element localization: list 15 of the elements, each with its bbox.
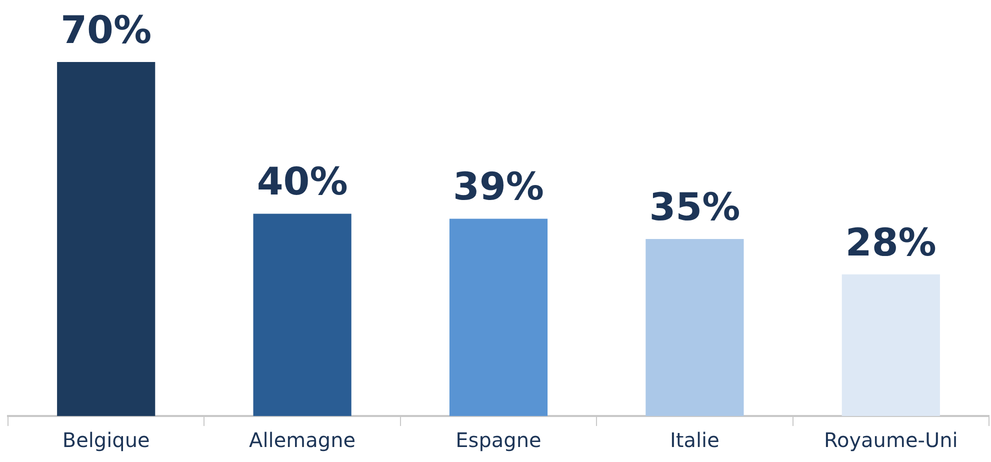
x-tick-label: Royaume-Uni <box>824 428 958 452</box>
x-tick-label: Allemagne <box>249 428 356 452</box>
bar <box>646 239 744 416</box>
data-label: 35% <box>649 184 740 229</box>
x-tick-label: Belgique <box>62 428 150 452</box>
x-tick-label: Espagne <box>456 428 542 452</box>
x-tick-label: Italie <box>670 428 720 452</box>
data-label: 28% <box>845 220 936 264</box>
data-label: 40% <box>256 160 348 204</box>
data-label: 39% <box>453 164 544 209</box>
bar <box>449 218 548 416</box>
bar <box>57 62 156 416</box>
bar <box>842 274 940 416</box>
bar <box>253 214 352 416</box>
data-label: 70% <box>60 8 152 52</box>
